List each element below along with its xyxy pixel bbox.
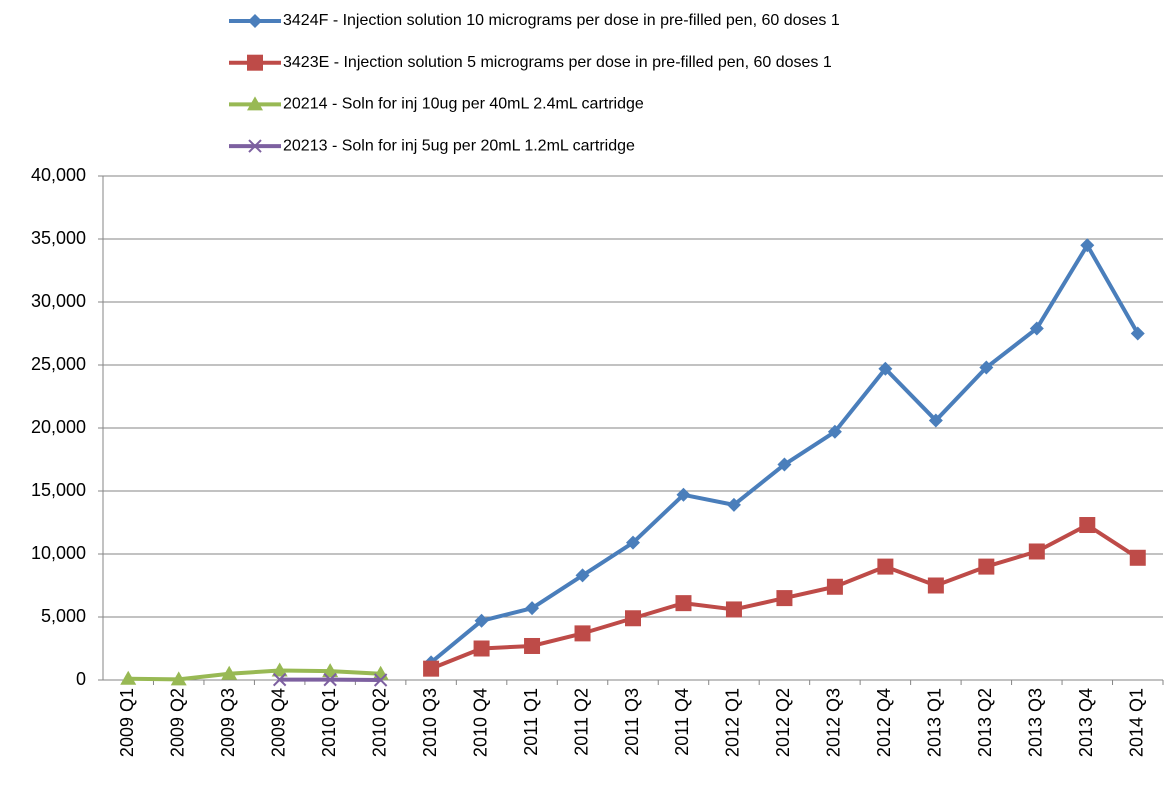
x-tick-label: 2013 Q3: [1026, 688, 1046, 757]
x-tick-label: 2009 Q3: [218, 688, 238, 757]
data-point: [927, 577, 944, 594]
data-point: [322, 663, 339, 678]
x-tick-label: 2009 Q4: [268, 688, 288, 757]
y-tick-label: 20,000: [31, 417, 86, 437]
data-point: [626, 535, 640, 550]
x-tick-label: 2011 Q2: [571, 688, 591, 756]
legend: 3424F - Injection solution 10 micrograms…: [229, 12, 840, 154]
data-point: [272, 672, 287, 687]
data-point: [323, 672, 337, 687]
data-point: [979, 360, 994, 375]
x-tick-label: 2013 Q4: [1076, 688, 1096, 757]
x-tick-label: 2011 Q1: [521, 688, 541, 756]
data-point: [777, 457, 792, 472]
x-tick-label: 2012 Q1: [723, 688, 743, 757]
data-point: [725, 601, 742, 618]
x-tick-label: 2012 Q2: [773, 688, 793, 757]
y-tick-label: 35,000: [31, 228, 86, 248]
x-tick-label: 2011 Q4: [672, 688, 692, 756]
data-point: [574, 625, 591, 642]
data-point: [1130, 326, 1145, 341]
legend-marker: [248, 139, 262, 153]
data-point: [474, 613, 489, 628]
legend-label: 3424F - Injection solution 10 micrograms…: [283, 12, 840, 29]
data-point: [575, 568, 590, 583]
x-tick-label: 2013 Q2: [975, 688, 995, 757]
legend-label: 3423E - Injection solution 5 micrograms …: [283, 54, 832, 71]
legend-marker: [247, 54, 263, 71]
data-point: [878, 361, 893, 376]
data-point: [625, 610, 641, 627]
legend-marker: [247, 96, 263, 111]
data-point: [676, 487, 691, 502]
x-tick-label: 2012 Q4: [874, 688, 894, 757]
data-point: [170, 671, 187, 686]
x-tick-label: 2014 Q1: [1127, 688, 1147, 757]
legend-label: 20214 - Soln for inj 10ug per 40mL 2.4mL…: [283, 96, 644, 113]
x-tick-label: 2009 Q2: [167, 688, 187, 757]
x-tick-label: 2009 Q1: [117, 688, 137, 757]
x-tick-label: 2011 Q3: [622, 688, 642, 756]
x-tick-label: 2010 Q4: [470, 688, 490, 757]
data-point: [827, 424, 842, 439]
y-tick-label: 10,000: [31, 543, 86, 563]
data-point: [877, 558, 894, 575]
y-tick-label: 0: [76, 669, 86, 689]
legend-marker: [248, 14, 262, 28]
data-point: [473, 640, 490, 657]
x-tick-label: 2010 Q1: [319, 688, 339, 757]
legend-label: 20213 - Soln for inj 5ug per 20mL 1.2mL …: [283, 137, 635, 154]
data-point: [525, 601, 540, 616]
x-tick-label: 2013 Q1: [925, 688, 945, 757]
x-tick-label: 2010 Q3: [420, 688, 440, 757]
data-point: [1129, 549, 1146, 566]
y-tick-label: 40,000: [31, 165, 86, 185]
y-tick-label: 30,000: [31, 291, 86, 311]
data-point: [826, 578, 843, 595]
data-point: [271, 662, 288, 677]
data-point: [423, 660, 440, 677]
data-point: [726, 497, 741, 512]
data-point: [675, 595, 692, 612]
data-point: [1079, 517, 1096, 534]
x-tick-label: 2012 Q3: [824, 688, 844, 757]
data-point: [120, 670, 137, 685]
data-point: [776, 590, 793, 607]
y-tick-label: 15,000: [31, 480, 86, 500]
data-point: [978, 558, 995, 575]
data-point: [1028, 543, 1045, 560]
x-tick-label: 2010 Q2: [369, 688, 389, 757]
data-point: [524, 637, 541, 654]
data-point: [1029, 321, 1044, 336]
series-line: [128, 668, 381, 682]
y-tick-label: 5,000: [41, 606, 86, 626]
data-point: [373, 673, 388, 687]
y-tick-label: 25,000: [31, 354, 86, 374]
data-point: [928, 413, 943, 428]
data-point: [1080, 238, 1095, 253]
data-point: [221, 665, 238, 680]
